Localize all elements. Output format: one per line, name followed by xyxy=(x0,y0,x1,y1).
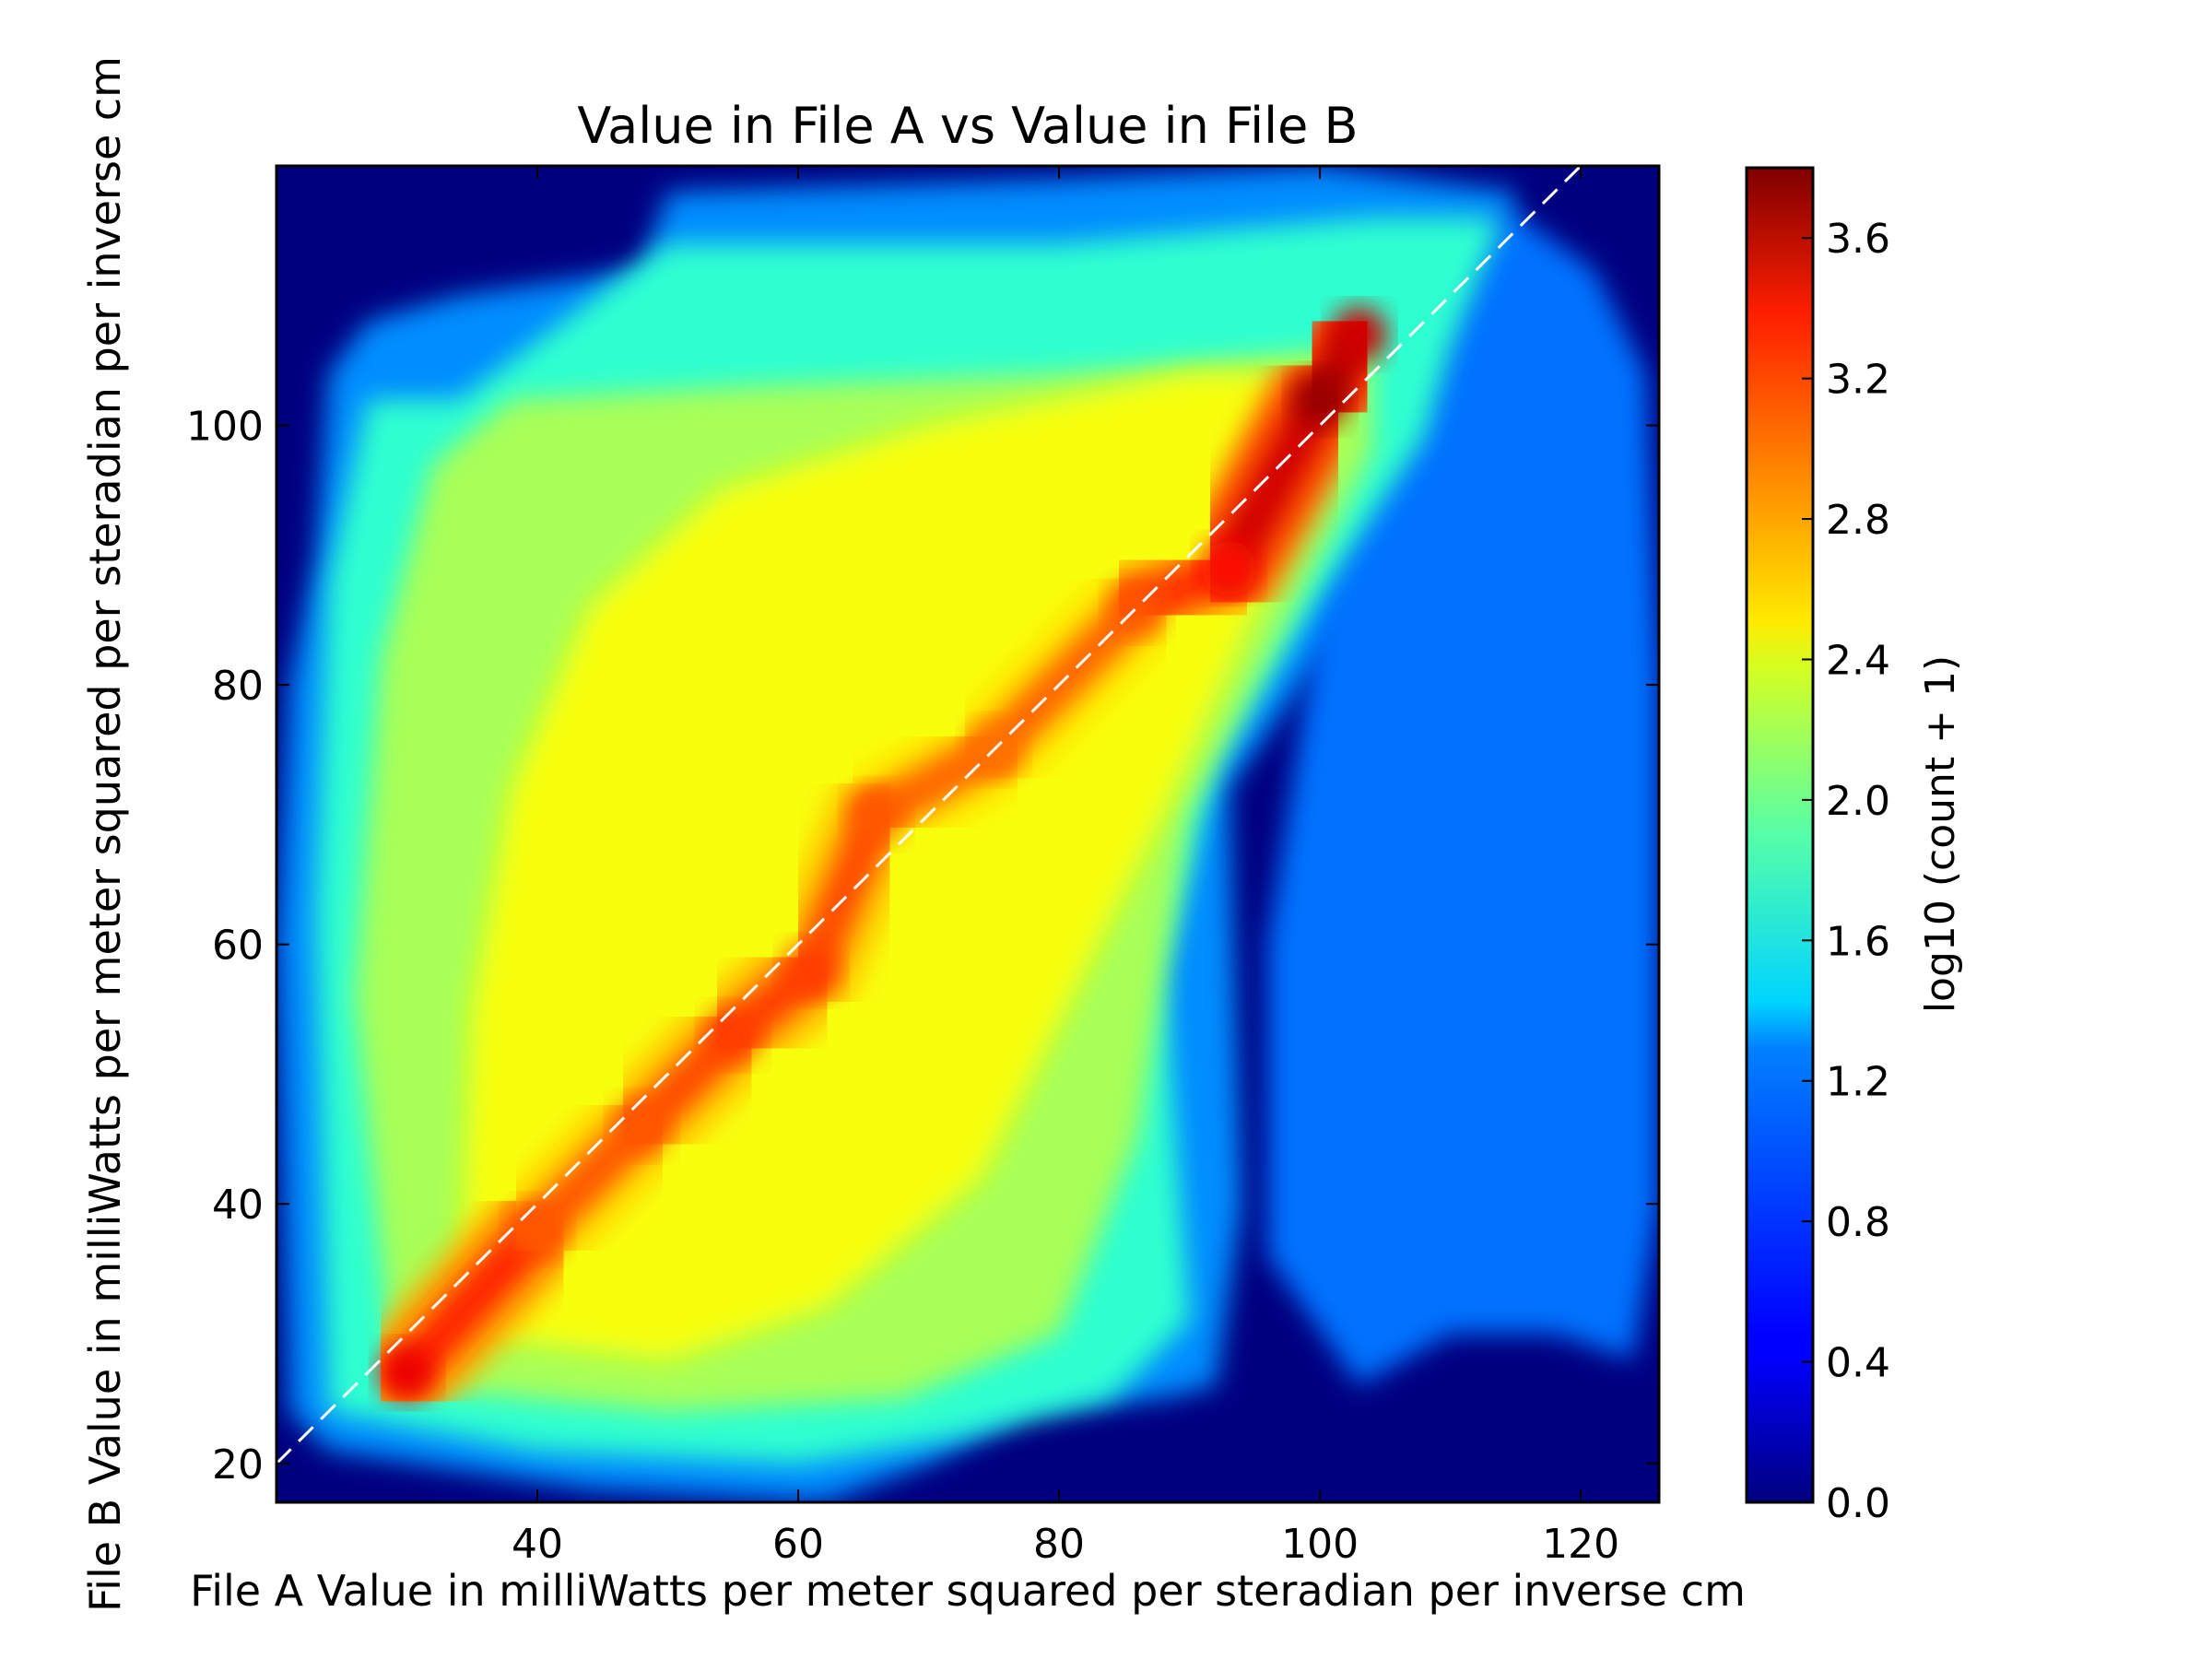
y-tick-label: 60 xyxy=(212,923,264,970)
density-peak xyxy=(705,1007,761,1064)
x-axis-ticks: 40 60 80 100 120 xyxy=(512,166,1619,1568)
x-tick-label: 60 xyxy=(772,1521,824,1568)
y-tick-label: 80 xyxy=(212,663,264,710)
colorbar-tick-label: 2.0 xyxy=(1826,778,1890,825)
colorbar-ticks: 0.0 0.4 0.8 1.2 1.6 2.0 2.4 2.8 3.2 3.6 xyxy=(1802,216,1890,1527)
density-peak xyxy=(1292,371,1348,428)
y-tick-label: 20 xyxy=(212,1441,264,1488)
density-peak xyxy=(1201,540,1257,596)
x-axis-label: File A Value in milliWatts per meter squ… xyxy=(190,1566,1746,1616)
plot-frame xyxy=(275,164,1661,1504)
colorbar-tick-label: 1.6 xyxy=(1826,918,1890,965)
density-peak xyxy=(783,942,840,998)
density-peak xyxy=(614,1098,670,1154)
x-tick-label: 120 xyxy=(1542,1521,1619,1568)
density-peak xyxy=(379,1345,435,1401)
colorbar-tick-label: 3.2 xyxy=(1826,357,1890,404)
colorbar-tick-label: 0.4 xyxy=(1826,1340,1890,1387)
density-peak xyxy=(1331,307,1387,363)
density-layer xyxy=(276,166,1659,1502)
x-tick-label: 80 xyxy=(1033,1521,1085,1568)
x-tick-label: 100 xyxy=(1281,1521,1359,1568)
colorbar-tick-label: 3.6 xyxy=(1826,216,1890,263)
y-axis-ticks: 20 40 60 80 100 xyxy=(186,404,1659,1488)
ridge-core-segment xyxy=(384,1207,560,1395)
colorbar-tick-label: 1.2 xyxy=(1826,1059,1890,1106)
identity-reference-line xyxy=(275,164,1583,1465)
colorbar-label: log10 (count + 1) xyxy=(1917,655,1964,1013)
colorbar xyxy=(1745,166,1815,1504)
colorbar-tick-label: 0.8 xyxy=(1826,1199,1890,1246)
y-tick-label: 40 xyxy=(212,1182,264,1229)
y-tick-label: 100 xyxy=(186,404,264,451)
x-tick-label: 40 xyxy=(512,1521,563,1568)
chart-title: Value in File A vs Value in File B xyxy=(577,97,1358,155)
y-axis-label: File B Value in milliWatts per meter squ… xyxy=(80,56,130,1612)
density-peak xyxy=(510,1202,566,1258)
density-peak xyxy=(848,786,904,842)
ridge-core-segment xyxy=(1206,377,1343,591)
colorbar-tick-label: 0.0 xyxy=(1826,1480,1890,1527)
colorbar-tick-label: 2.8 xyxy=(1826,497,1890,544)
colorbar-tick-label: 2.4 xyxy=(1826,637,1890,684)
ridge-core-segment xyxy=(789,792,899,993)
